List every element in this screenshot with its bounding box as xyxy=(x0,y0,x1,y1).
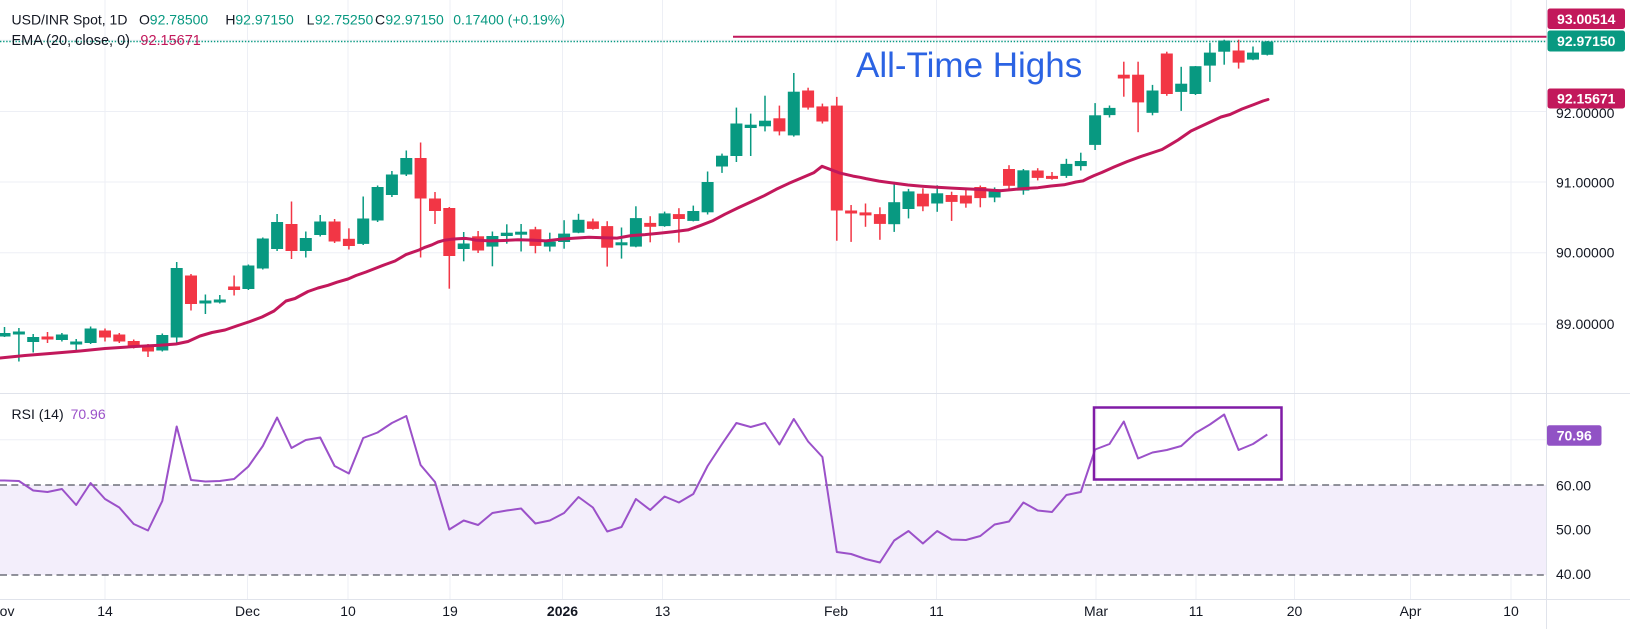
svg-text:92.75250: 92.75250 xyxy=(315,12,374,28)
svg-text:92.15671: 92.15671 xyxy=(140,33,200,49)
svg-text:Mar: Mar xyxy=(1084,603,1108,619)
svg-text:93.00514: 93.00514 xyxy=(1557,11,1616,27)
svg-text:Nov: Nov xyxy=(0,603,14,619)
svg-text:14: 14 xyxy=(97,603,113,619)
svg-text:20: 20 xyxy=(1287,603,1303,619)
svg-text:19: 19 xyxy=(442,603,458,619)
svg-text:2026: 2026 xyxy=(547,603,578,619)
svg-text:92.97150: 92.97150 xyxy=(385,12,444,28)
svg-text:All-Time Highs: All-Time Highs xyxy=(856,46,1082,85)
svg-text:60.00: 60.00 xyxy=(1556,478,1591,494)
svg-text:11: 11 xyxy=(929,603,944,619)
svg-text:C: C xyxy=(375,12,385,28)
svg-text:70.96: 70.96 xyxy=(71,406,106,422)
svg-text:Apr: Apr xyxy=(1400,603,1422,619)
svg-text:0.17400 (+0.19%): 0.17400 (+0.19%) xyxy=(453,12,565,28)
svg-text:92.15671: 92.15671 xyxy=(1557,91,1616,107)
svg-text:50.00: 50.00 xyxy=(1556,522,1591,538)
svg-text:O: O xyxy=(139,12,150,28)
svg-text:92.97150: 92.97150 xyxy=(235,12,294,28)
svg-text:10: 10 xyxy=(1503,603,1519,619)
svg-text:91.00000: 91.00000 xyxy=(1556,175,1615,191)
svg-text:40.00: 40.00 xyxy=(1556,566,1591,582)
svg-text:H: H xyxy=(225,12,235,28)
svg-text:92.78500: 92.78500 xyxy=(150,12,209,28)
svg-text:89.00000: 89.00000 xyxy=(1556,316,1615,332)
svg-text:92.00000: 92.00000 xyxy=(1556,105,1615,121)
svg-text:RSI (14): RSI (14) xyxy=(12,406,64,422)
svg-text:90.00000: 90.00000 xyxy=(1556,245,1615,261)
svg-text:13: 13 xyxy=(655,603,671,619)
svg-text:92.97150: 92.97150 xyxy=(1557,33,1616,49)
svg-text:EMA (20, close, 0): EMA (20, close, 0) xyxy=(12,33,130,49)
svg-text:USD/INR Spot, 1D: USD/INR Spot, 1D xyxy=(12,12,128,28)
svg-text:70.96: 70.96 xyxy=(1557,428,1592,444)
svg-text:Dec: Dec xyxy=(235,603,260,619)
svg-text:L: L xyxy=(307,12,315,28)
svg-text:Feb: Feb xyxy=(824,603,848,619)
svg-text:10: 10 xyxy=(340,603,356,619)
svg-text:11: 11 xyxy=(1189,603,1204,619)
